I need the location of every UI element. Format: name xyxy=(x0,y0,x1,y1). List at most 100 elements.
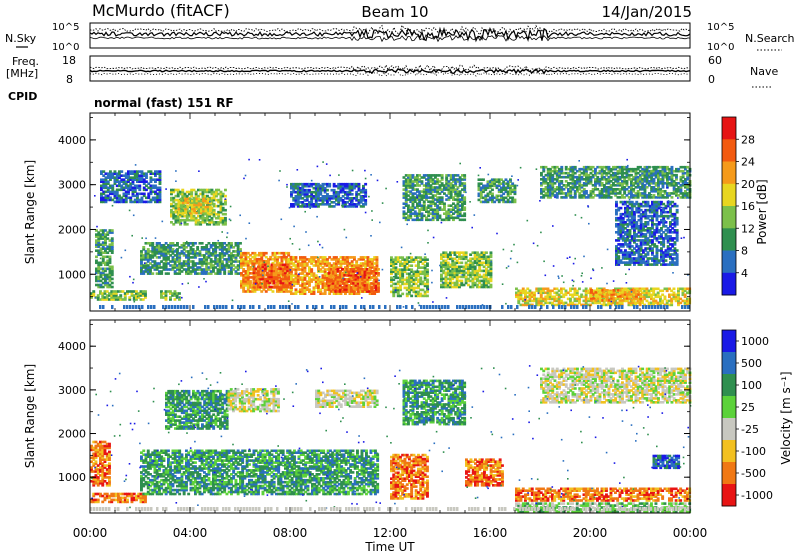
echo-cell xyxy=(292,292,296,295)
echo-cell xyxy=(434,180,437,183)
echo-cell xyxy=(154,196,157,200)
echo-cell xyxy=(292,184,296,188)
echo-cell xyxy=(215,188,218,192)
echo-cell xyxy=(216,272,220,275)
echo-cell xyxy=(461,206,464,209)
echo-cell xyxy=(326,184,329,188)
echo-cell xyxy=(301,272,305,275)
echo-cell xyxy=(149,170,153,173)
echo-cell xyxy=(471,257,475,261)
echo-cell xyxy=(401,256,405,259)
echo-cell xyxy=(158,180,162,183)
echo-cell xyxy=(128,296,132,299)
echo-cell xyxy=(181,208,185,212)
echo-cell xyxy=(206,201,210,205)
echo-cell xyxy=(192,196,196,200)
echo-cell xyxy=(412,258,416,261)
echo-cell xyxy=(476,273,479,277)
echo-cell xyxy=(354,280,358,283)
echo-cell xyxy=(350,276,353,279)
echo-cell xyxy=(205,266,209,269)
echo-cell xyxy=(368,270,372,273)
echo-cell xyxy=(344,205,347,208)
echo-cell xyxy=(97,277,101,281)
echo-cell xyxy=(122,200,126,204)
echo-cell xyxy=(444,255,448,259)
echo-cell xyxy=(348,188,352,192)
echo-cell xyxy=(337,190,341,194)
echo-cell xyxy=(251,255,255,259)
echo-cell xyxy=(394,286,398,290)
echo-cell xyxy=(469,273,473,277)
echo-cell xyxy=(396,292,400,296)
echo-cell xyxy=(200,272,204,275)
echo-cell xyxy=(414,258,418,261)
echo-cell xyxy=(447,218,451,222)
echo-cell xyxy=(172,190,176,194)
echo-cell xyxy=(486,186,490,190)
echo-cell xyxy=(242,282,246,285)
echo-cell xyxy=(392,258,396,261)
echo-cell xyxy=(334,272,338,275)
echo-cell xyxy=(104,239,107,242)
echo-cell xyxy=(328,197,332,200)
echo-cell xyxy=(461,214,464,218)
echo-cell xyxy=(365,268,369,271)
echo-cell xyxy=(480,261,484,265)
echo-cell xyxy=(464,271,468,275)
echo-cell xyxy=(242,268,246,271)
echo-cell xyxy=(234,272,238,275)
echo-cell xyxy=(199,214,203,218)
echo-cell xyxy=(118,188,121,192)
echo-cell xyxy=(458,271,461,275)
echo-cell xyxy=(330,258,334,261)
echo-cell xyxy=(350,197,354,200)
echo-cell xyxy=(319,282,323,285)
echo-cell xyxy=(560,180,564,183)
echo-cell xyxy=(361,276,365,279)
echo-cell xyxy=(482,178,485,181)
echo-cell xyxy=(197,197,201,201)
echo-cell xyxy=(100,194,103,198)
echo-cell xyxy=(221,206,225,210)
echo-cell xyxy=(445,214,449,218)
echo-cell xyxy=(335,266,338,269)
echo-cell xyxy=(281,263,285,267)
echo-cell xyxy=(171,244,175,247)
echo-cell xyxy=(476,269,479,273)
echo-cell xyxy=(426,262,429,265)
echo-cell xyxy=(314,205,318,208)
echo-cell xyxy=(418,196,422,199)
echo-cell xyxy=(436,186,440,189)
echo-cell xyxy=(454,178,458,181)
echo-cell xyxy=(109,192,112,196)
echo-cell xyxy=(172,212,176,216)
echo-cell xyxy=(189,250,193,253)
echo-cell xyxy=(246,278,250,281)
echo-cell xyxy=(104,273,107,277)
echo-cell xyxy=(174,204,178,208)
echo-cell xyxy=(480,263,484,267)
echo-cell xyxy=(364,262,368,265)
echo-cell xyxy=(103,290,107,293)
echo-cell xyxy=(396,288,400,292)
echo-cell xyxy=(156,188,160,192)
echo-cell xyxy=(267,259,270,263)
echo-cell xyxy=(408,282,411,286)
echo-cell xyxy=(271,251,275,255)
echo-cell xyxy=(194,194,198,198)
echo-cell xyxy=(341,272,344,275)
echo-cell xyxy=(454,182,458,185)
echo-cell xyxy=(173,264,177,267)
echo-cell xyxy=(464,279,468,283)
echo-cell xyxy=(350,286,353,289)
echo-cell xyxy=(352,270,356,273)
echo-cell xyxy=(174,221,178,224)
echo-cell xyxy=(195,205,199,209)
echo-cell xyxy=(244,270,248,273)
echo-cell xyxy=(350,278,354,281)
echo-cell xyxy=(332,256,336,259)
echo-cell xyxy=(294,292,298,295)
echo-cell xyxy=(273,259,277,263)
echo-cell xyxy=(254,271,258,275)
